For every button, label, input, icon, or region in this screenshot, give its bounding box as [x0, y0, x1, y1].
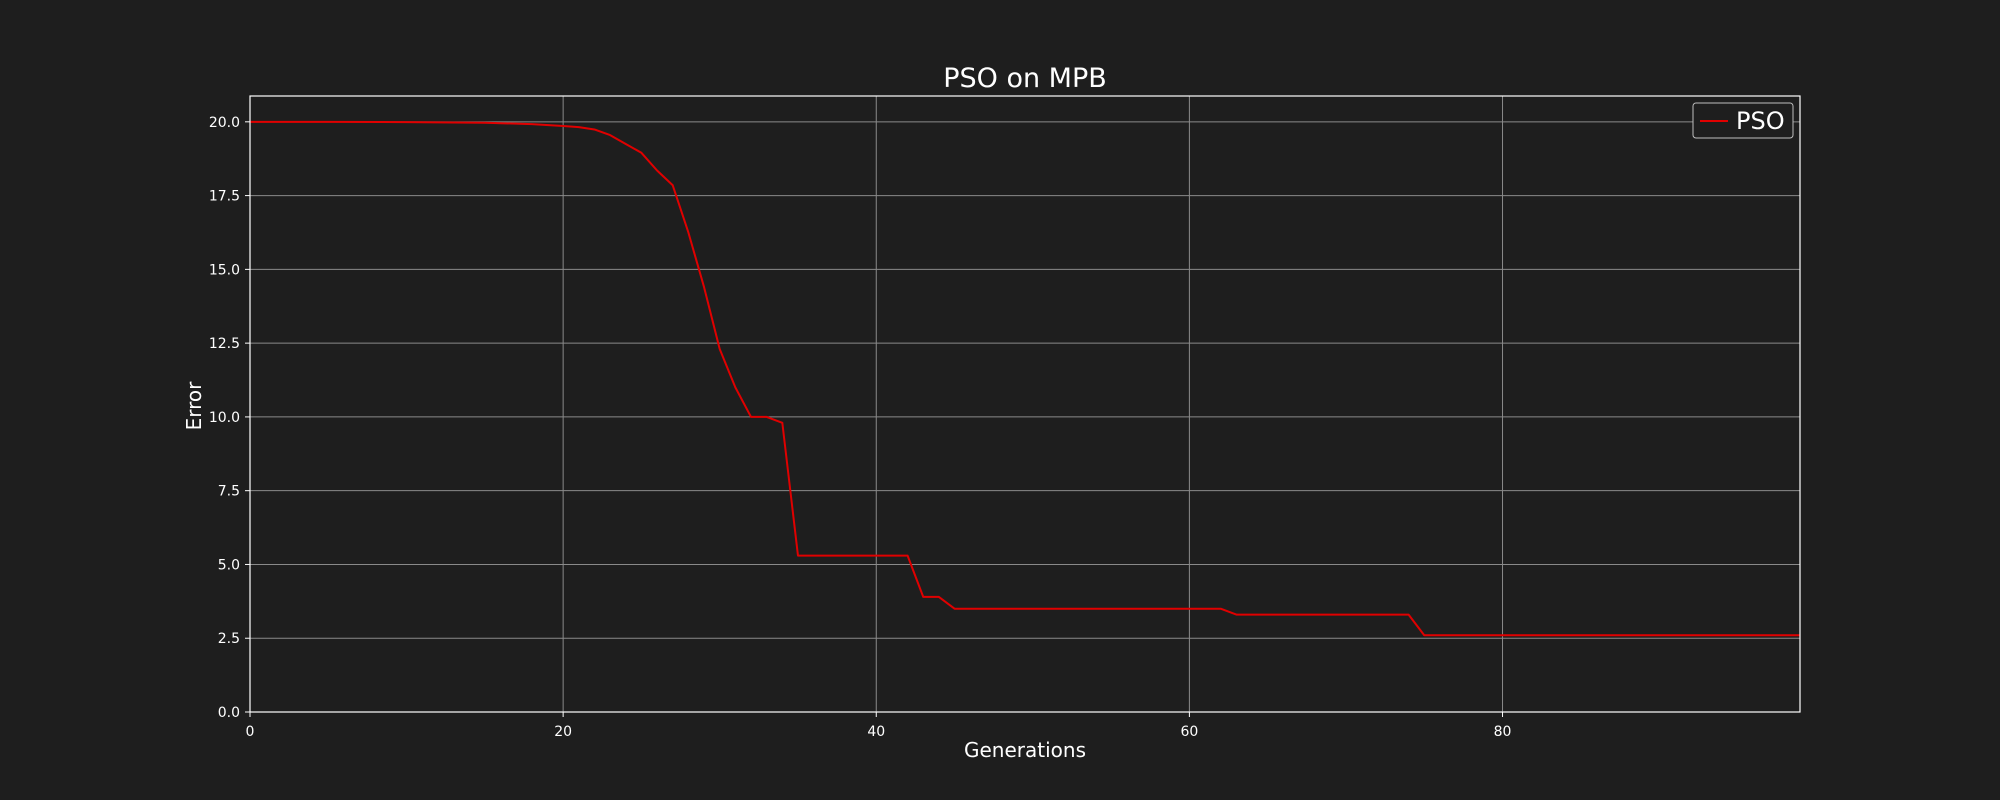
grid-lines [249, 96, 1800, 713]
legend-label: PSO [1736, 107, 1785, 135]
y-tick-label: 0.0 [218, 705, 240, 721]
y-tick-label: 20.0 [209, 115, 240, 131]
y-tick-label: 12.5 [209, 336, 240, 352]
y-tick-label: 7.5 [218, 484, 240, 500]
series-lines [250, 120, 1800, 637]
y-tick-label: 2.5 [218, 631, 240, 647]
x-tick-label: 80 [1494, 724, 1512, 740]
y-tick-label: 10.0 [209, 410, 240, 426]
y-axis-title: Error [182, 381, 206, 431]
y-tick-label: 15.0 [209, 262, 240, 278]
x-axis-title: Generations [964, 738, 1086, 762]
y-axis: 0.0 2.5 5.0 7.5 10.0 12.5 15.0 17.5 20.0 [209, 115, 250, 721]
plot-frame [249, 95, 1801, 713]
x-tick-label: 20 [554, 724, 572, 740]
y-tick-label: 5.0 [218, 557, 240, 573]
x-axis: 0 20 40 60 80 [246, 712, 1512, 740]
x-tick-label: 60 [1180, 724, 1198, 740]
y-tick-label: 17.5 [209, 189, 240, 205]
legend-box [1692, 102, 1794, 139]
x-tick-label: 40 [867, 724, 885, 740]
chart-title: PSO on MPB [943, 63, 1107, 94]
series-line-pso [250, 120, 1800, 637]
x-tick-label: 0 [246, 724, 255, 740]
legend: PSO [1692, 102, 1794, 139]
